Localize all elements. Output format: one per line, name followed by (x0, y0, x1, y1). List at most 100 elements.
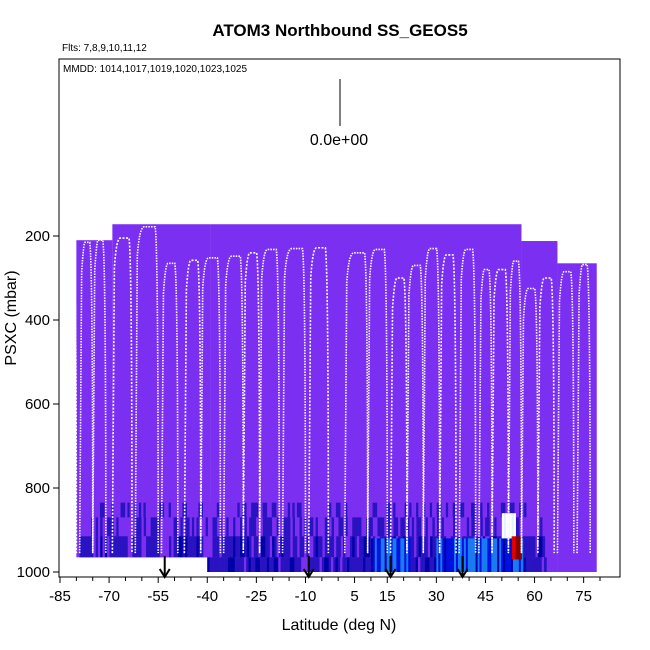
heat-cell (322, 536, 326, 558)
heat-cell-hot (459, 538, 463, 572)
heat-cell (388, 502, 392, 518)
heat-cell (345, 502, 348, 518)
heat-cell (88, 502, 92, 518)
heat-cell (310, 557, 314, 572)
heat-cell (266, 557, 270, 572)
heat-cell (221, 557, 224, 572)
heat-cell (514, 502, 518, 518)
heat-cell (251, 517, 255, 537)
heat-cell-hot (471, 538, 475, 572)
heat-cell-hot (384, 538, 388, 572)
heat-cell (141, 536, 145, 558)
heat-cell (203, 517, 207, 537)
heat-cell (445, 502, 449, 518)
heat-cell (478, 517, 481, 537)
heat-cell (343, 517, 346, 537)
heat-cell (115, 502, 119, 518)
heat-cell (257, 557, 261, 572)
heat-cell-hot (442, 538, 445, 572)
heat-cell (306, 536, 310, 558)
heat-cell (139, 536, 142, 558)
heat-cell (237, 536, 241, 558)
heat-cell (285, 557, 288, 572)
heat-cell (102, 502, 105, 518)
heat-cell-hot (517, 536, 520, 560)
heat-cell (468, 502, 472, 518)
heat-cell (95, 502, 99, 518)
heat-cell (246, 557, 249, 572)
heat-cell (196, 536, 200, 558)
heat-cell (79, 536, 83, 558)
heat-cell (173, 536, 177, 558)
heat-cell (372, 502, 376, 518)
heat-cell (450, 502, 454, 518)
heat-cell (328, 557, 332, 572)
heat-cell (278, 502, 282, 518)
heat-cell (340, 536, 344, 558)
y-tick-label: 1000 (17, 564, 50, 581)
heat-cell-hot (483, 538, 486, 572)
heat-cell (347, 517, 351, 537)
heat-cell (232, 502, 236, 518)
heat-cell (429, 557, 433, 572)
heat-cell (288, 536, 291, 558)
heat-cell (409, 502, 412, 518)
flight-profiles (65, 225, 591, 554)
heat-cell (287, 502, 291, 518)
x-tick-label: -55 (147, 588, 169, 605)
heat-cell (127, 536, 131, 558)
y-tick-label: 200 (25, 228, 50, 245)
heat-cell (79, 517, 83, 537)
heat-cell (489, 502, 493, 518)
y-axis: 200 400 600 800 1000 (17, 228, 59, 581)
heat-cell (333, 502, 337, 518)
legend-value: 0.0e+00 (310, 132, 368, 149)
heat-cell (265, 517, 268, 537)
heat-cell (267, 517, 271, 537)
heat-cell (274, 517, 278, 537)
heat-cell (280, 557, 284, 572)
x-tick-label: 30 (428, 588, 445, 605)
heat-cell (237, 502, 241, 518)
heat-cell (159, 517, 163, 537)
heat-cell-hot (400, 538, 403, 572)
heat-cell (311, 517, 314, 537)
heat-cell (535, 536, 539, 558)
heat-cell (326, 557, 330, 572)
heat-cell (391, 517, 394, 537)
heat-cell (471, 502, 474, 518)
heat-cell (223, 517, 227, 537)
heat-cell (494, 517, 497, 537)
x-tick-label: -85 (49, 588, 71, 605)
heat-cell (347, 536, 351, 558)
heat-cell (437, 517, 440, 537)
heat-cell (356, 557, 359, 572)
heat-cell (212, 502, 215, 518)
heat-cell (225, 502, 229, 518)
heat-cell (368, 536, 371, 558)
heat-cell (201, 517, 204, 537)
heat-cell (276, 502, 280, 518)
heat-cell (99, 502, 103, 518)
heat-cell (203, 502, 206, 518)
heat-cell (235, 536, 239, 558)
heat-cell (324, 517, 328, 537)
heat-cell (363, 502, 367, 518)
heat-cell (216, 502, 220, 518)
heat-cell (317, 517, 321, 537)
heat-cell (352, 517, 355, 537)
heat-cell (262, 557, 265, 572)
heat-cell (212, 517, 216, 537)
heat-cell (365, 557, 369, 572)
heat-cell (427, 536, 431, 558)
heat-cell-hot (456, 538, 459, 572)
x-tick-label: -70 (98, 588, 120, 605)
heat-cell-hot (485, 538, 488, 572)
heat-cell (271, 502, 275, 518)
heat-cell (296, 502, 300, 518)
heat-cell (427, 557, 430, 572)
heat-cell (361, 502, 364, 518)
heat-cell (107, 536, 110, 558)
heat-cell (342, 502, 346, 518)
plot-frame (58, 58, 621, 578)
